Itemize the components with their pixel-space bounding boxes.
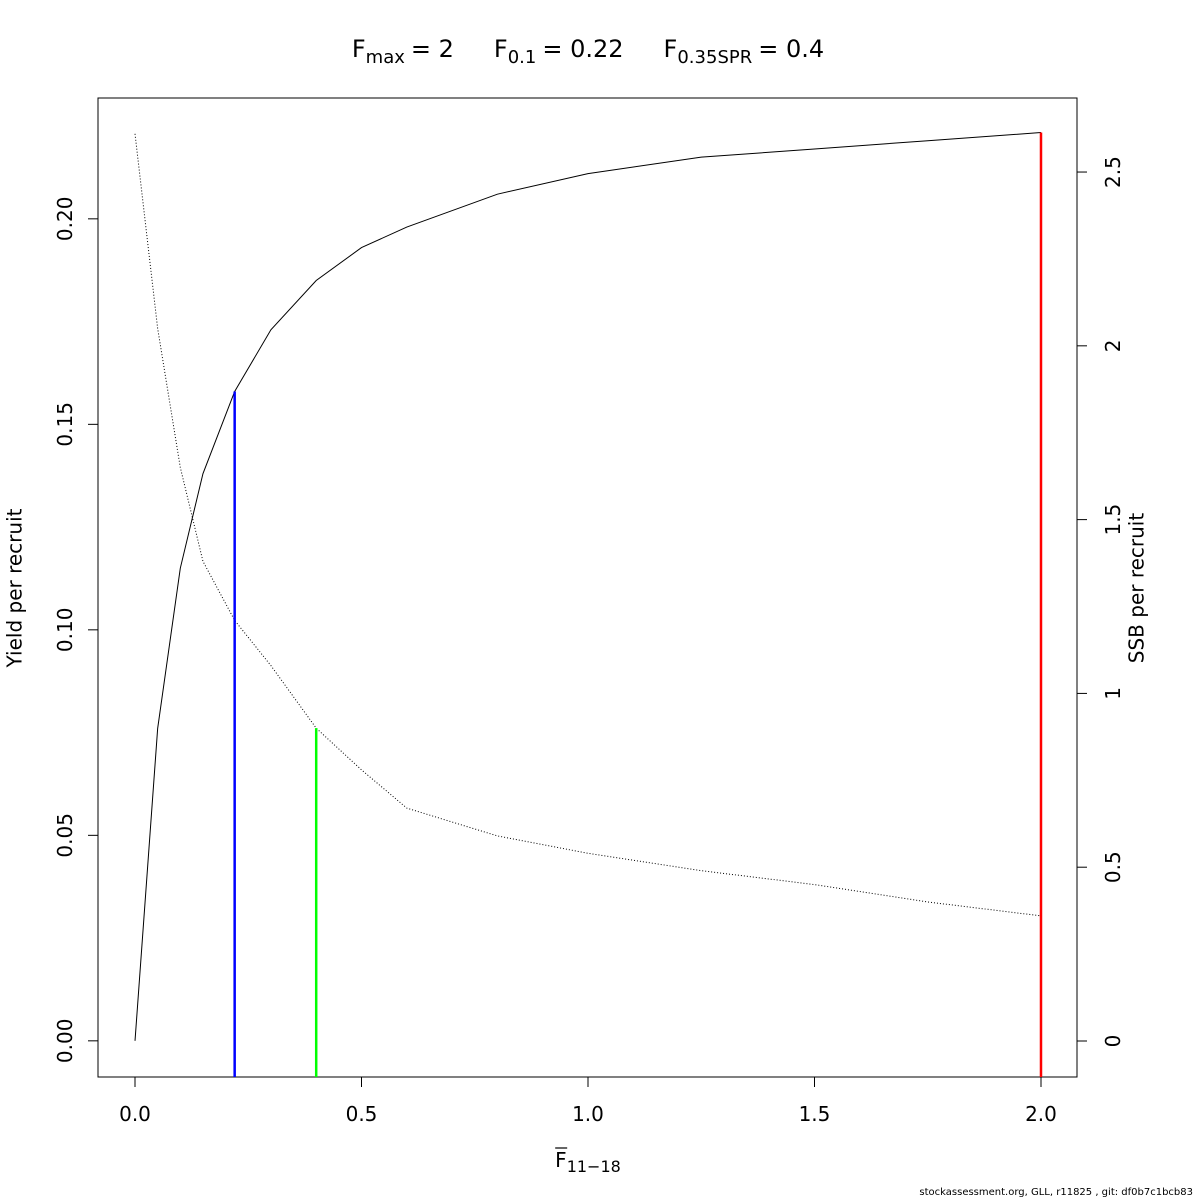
series-line <box>134 133 1042 917</box>
x-tick-label: 1.0 <box>572 1102 604 1126</box>
y2-axis-label: SSB per recruit <box>1125 513 1149 664</box>
x-label-symbol: F <box>555 1148 567 1172</box>
title-value: = 0.22 <box>542 35 623 63</box>
x-tick-label: 1.5 <box>799 1102 831 1126</box>
y-axis-label: Yield per recruit <box>3 508 27 668</box>
x-tick-label: 2.0 <box>1025 1102 1057 1126</box>
title-value: = 0.4 <box>758 35 824 63</box>
title-symbol: F <box>664 35 678 63</box>
x-tick-label: 0.5 <box>346 1102 378 1126</box>
y2-tick-label: 2 <box>1101 339 1125 352</box>
footer: stockassessment.org, GLL, r11825 , git: … <box>919 1187 1193 1198</box>
y-tick-label: 0.10 <box>53 608 77 653</box>
chart-title: Fmax = 2 F0.1 = 0.22 F0.35SPR = 0.4 <box>352 35 824 68</box>
x-tick-label: 0.0 <box>119 1102 151 1126</box>
y-tick-label: 0.05 <box>53 813 77 858</box>
x-axis-label: F11−18 <box>555 1148 621 1176</box>
title-symbol: F <box>352 35 366 63</box>
title-symbol: F <box>494 35 508 63</box>
series-line <box>134 132 1042 1041</box>
y-tick-label: 0.20 <box>53 197 77 242</box>
title-value: = 2 <box>411 35 454 63</box>
y2-tick-label: 0 <box>1101 1035 1125 1048</box>
x-label-subscript: 11−18 <box>567 1157 621 1176</box>
y2-tick-label: 2.5 <box>1101 156 1125 188</box>
y2-tick-label: 0.5 <box>1101 851 1125 883</box>
y2-tick-label: 1 <box>1101 687 1125 700</box>
plot-frame <box>97 97 1078 1078</box>
y-tick-label: 0.00 <box>53 1019 77 1064</box>
y2-tick-label: 1.5 <box>1101 504 1125 536</box>
y-tick-label: 0.15 <box>53 402 77 447</box>
title-subscript: 0.1 <box>508 47 537 68</box>
title-subscript: max <box>366 47 406 68</box>
title-subscript: 0.35SPR <box>677 47 752 68</box>
